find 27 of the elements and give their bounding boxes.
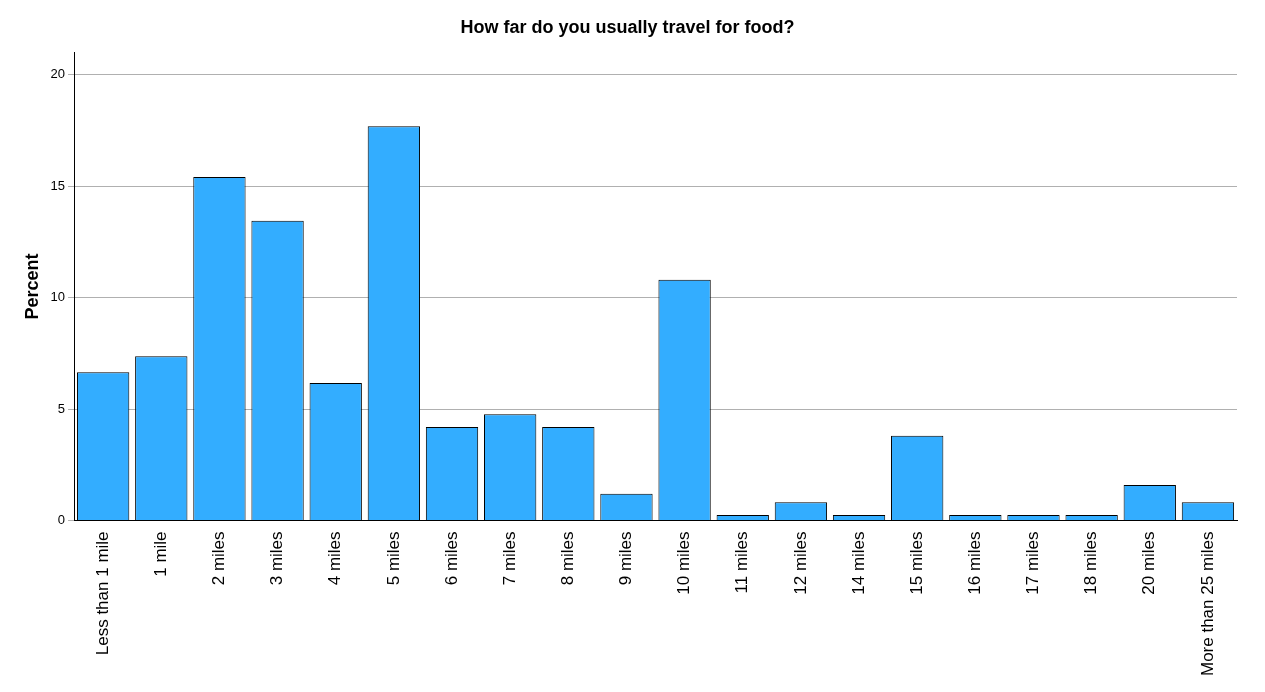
x-tick-label: 1 mile — [150, 531, 170, 577]
x-tick-label: 5 miles — [383, 531, 403, 586]
x-tick-label: 8 miles — [558, 531, 577, 586]
x-tick-label: 2 miles — [209, 531, 229, 586]
x-tick-label: 12 miles — [790, 531, 810, 595]
x-tick-label: 20 miles — [1139, 531, 1159, 595]
x-tick-label: 10 miles — [674, 531, 694, 595]
chart-title: How far do you usually travel for food? — [460, 16, 795, 37]
y-tick-label: 0 — [57, 512, 66, 528]
x-tick-label: Less than 1 mile — [92, 531, 112, 656]
y-tick-label: 20 — [50, 66, 66, 82]
x-tick-label: 6 miles — [441, 531, 461, 586]
x-tick-label: 3 miles — [267, 531, 287, 586]
x-tick-label: 4 miles — [325, 531, 345, 586]
x-tick-label: 16 miles — [965, 531, 985, 595]
x-tick-label: 17 miles — [1023, 531, 1043, 595]
x-tick-label: 7 miles — [499, 531, 519, 586]
x-tick-label: 15 miles — [906, 531, 926, 595]
x-tick-label: 18 miles — [1081, 531, 1101, 595]
x-tick-label: 9 miles — [616, 531, 636, 586]
y-axis-title: Percent — [21, 253, 42, 320]
y-tick-label: 5 — [57, 400, 66, 416]
x-tick-label: More than 25 miles — [1197, 531, 1217, 677]
x-tick-label: 11 miles — [732, 531, 752, 594]
x-tick-label: 14 miles — [848, 531, 868, 595]
y-tick-label: 10 — [50, 289, 66, 305]
y-tick-label: 15 — [50, 177, 66, 193]
